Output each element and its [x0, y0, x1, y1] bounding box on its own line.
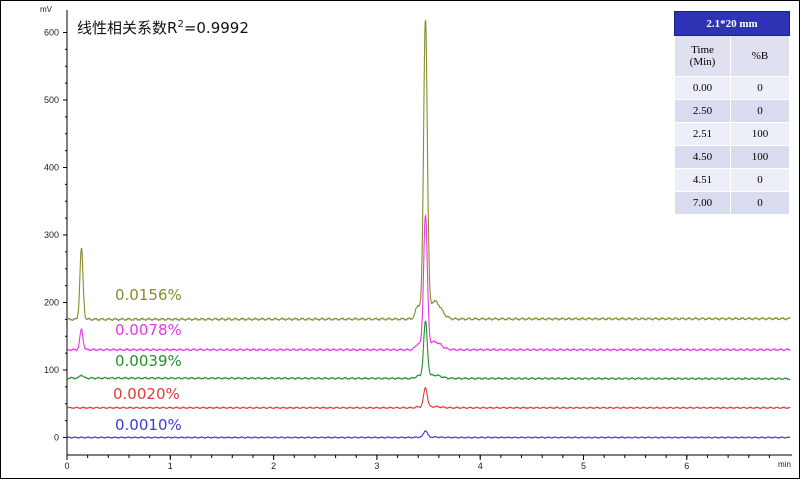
- x-tick-label: 4: [478, 461, 483, 471]
- gradient-table-row: 7.00 0: [674, 191, 790, 215]
- y-tick-label: 200: [44, 298, 59, 308]
- series-lines: [66, 19, 791, 439]
- x-tick-label: 2: [271, 461, 276, 471]
- percent-b-cell: 0: [730, 76, 790, 100]
- percent-b-cell: 0: [730, 168, 790, 192]
- time-cell: 2.50: [674, 99, 731, 123]
- series-label: 0.0039%: [115, 352, 182, 370]
- percent-b-cell: 100: [730, 145, 790, 169]
- gradient-table-row: 4.50 100: [674, 145, 790, 169]
- y-tick-label: 300: [44, 230, 59, 240]
- percent-b-cell: 0: [730, 191, 790, 215]
- gradient-table-row: 0.00 0: [674, 76, 790, 100]
- time-cell: 7.00: [674, 191, 731, 215]
- percent-b-column-header: %B: [730, 35, 790, 77]
- time-cell: 4.51: [674, 168, 731, 192]
- percent-b-cell: 100: [730, 122, 790, 146]
- x-tick-label: 3: [374, 461, 379, 471]
- series-line: [66, 19, 791, 322]
- series-labels: 0.0156% 0.0078% 0.0039% 0.0020% 0.0010%: [113, 286, 182, 434]
- series-label: 0.0010%: [115, 416, 182, 434]
- time-header-line2: (Min): [689, 56, 716, 68]
- series-line: [66, 320, 791, 381]
- time-column-header: Time (Min): [674, 35, 731, 77]
- x-axis-unit-label: min: [778, 460, 791, 469]
- x-tick-label: 5: [581, 461, 586, 471]
- gradient-table-title: 2.1*20 mm: [674, 11, 790, 36]
- y-tick-label: 400: [44, 163, 59, 173]
- series-label: 0.0156%: [115, 286, 182, 304]
- series-line: [66, 213, 791, 352]
- gradient-table-row: 2.51 100: [674, 122, 790, 146]
- gradient-table: 2.1*20 mm Time (Min) %B 0.00 0 2.50 0 2.51 10…: [674, 11, 790, 215]
- gradient-table-header-row: Time (Min) %B: [674, 35, 790, 77]
- time-cell: 0.00: [674, 76, 731, 100]
- x-tick-label: 6: [684, 461, 689, 471]
- y-tick-label: 500: [44, 95, 59, 105]
- series-label: 0.0078%: [115, 321, 182, 339]
- x-tick-label: 1: [168, 461, 173, 471]
- series-label: 0.0020%: [113, 385, 180, 403]
- gradient-table-row: 4.51 0: [674, 168, 790, 192]
- series-line: [66, 386, 791, 410]
- y-tick-label: 600: [44, 28, 59, 38]
- y-axis-unit-label: mV: [40, 5, 53, 14]
- time-cell: 2.51: [674, 122, 731, 146]
- chart-title: 线性相关系数R2=0.9992: [77, 19, 249, 37]
- x-tick-label: 0: [64, 461, 69, 471]
- time-cell: 4.50: [674, 145, 731, 169]
- gradient-table-body: 0.00 0 2.50 0 2.51 100 4.50 100 4.51 0 7.00 0: [674, 76, 790, 215]
- percent-b-cell: 0: [730, 99, 790, 123]
- gradient-table-row: 2.50 0: [674, 99, 790, 123]
- time-header-line1: Time: [691, 44, 714, 56]
- y-tick-label: 0: [54, 433, 59, 443]
- y-tick-label: 100: [44, 365, 59, 375]
- series-line: [66, 430, 791, 439]
